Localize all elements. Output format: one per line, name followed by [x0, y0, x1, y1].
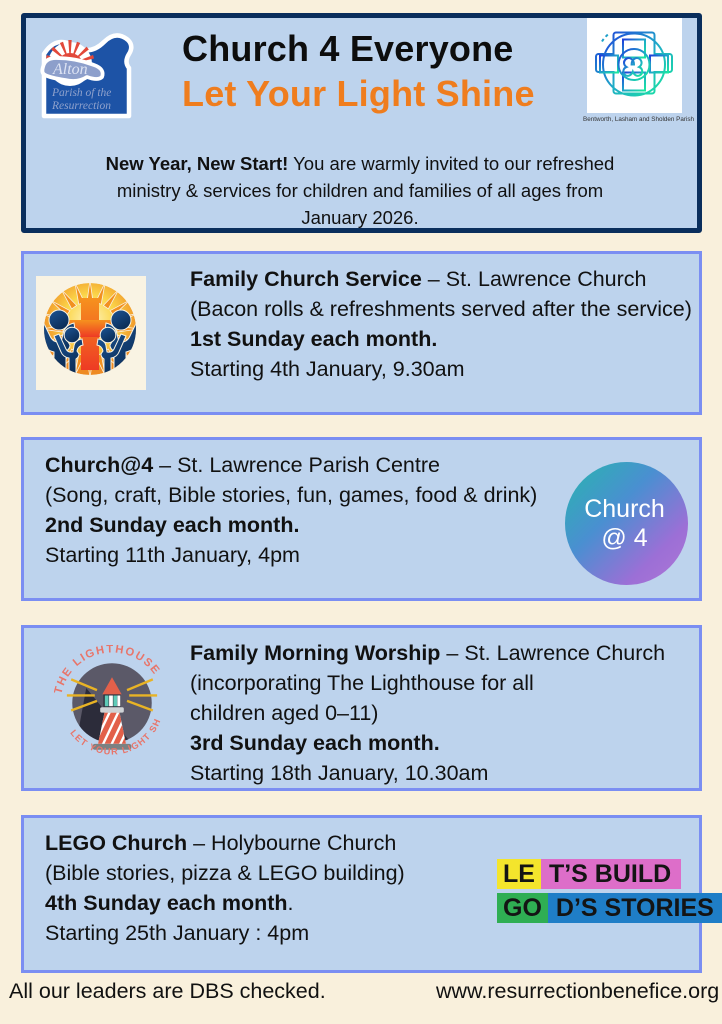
svg-text:Alton: Alton	[52, 61, 88, 78]
svg-text:Parish of the: Parish of the	[51, 87, 111, 99]
svg-text:Resurrection: Resurrection	[51, 100, 111, 112]
